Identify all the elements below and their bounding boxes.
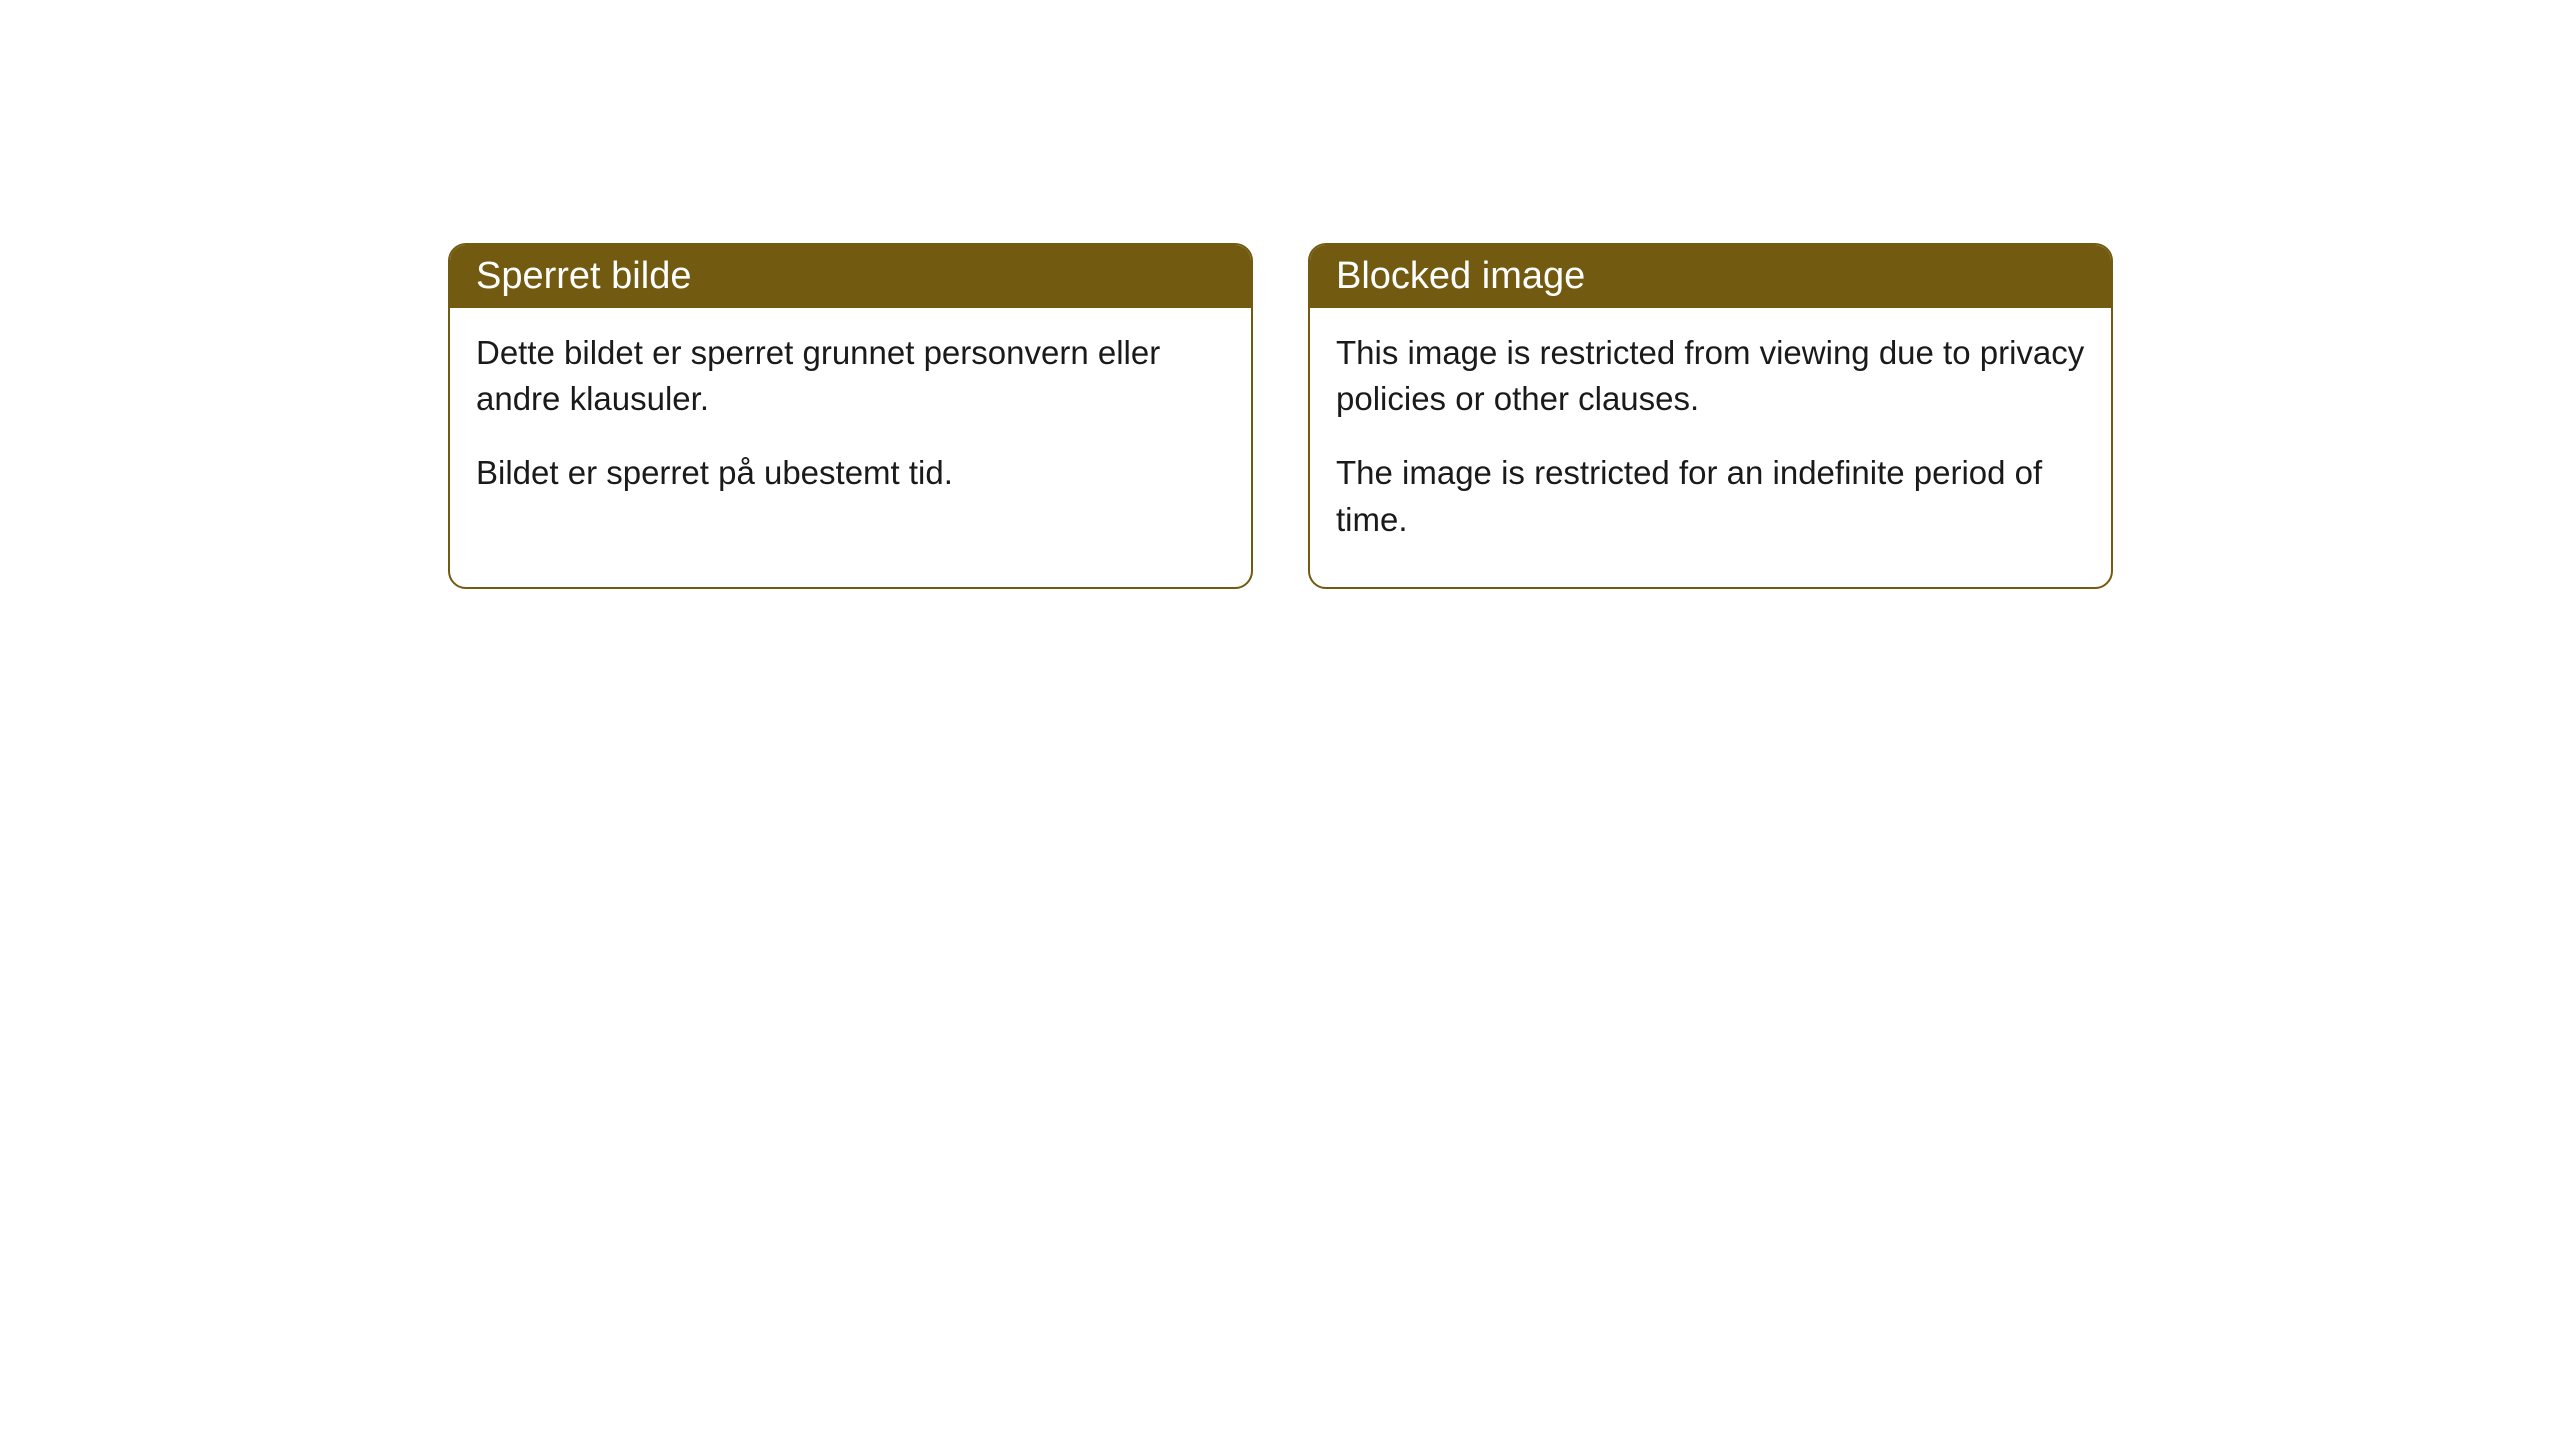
notice-cards-container: Sperret bilde Dette bildet er sperret gr… [448, 243, 2113, 589]
card-body-norwegian: Dette bildet er sperret grunnet personve… [450, 308, 1251, 541]
blocked-image-card-english: Blocked image This image is restricted f… [1308, 243, 2113, 589]
card-header-english: Blocked image [1310, 245, 2111, 308]
card-paragraph: The image is restricted for an indefinit… [1336, 450, 2085, 542]
card-header-norwegian: Sperret bilde [450, 245, 1251, 308]
card-paragraph: This image is restricted from viewing du… [1336, 330, 2085, 422]
card-title: Blocked image [1336, 255, 1585, 297]
card-paragraph: Bildet er sperret på ubestemt tid. [476, 450, 1225, 496]
card-paragraph: Dette bildet er sperret grunnet personve… [476, 330, 1225, 422]
card-body-english: This image is restricted from viewing du… [1310, 308, 2111, 587]
blocked-image-card-norwegian: Sperret bilde Dette bildet er sperret gr… [448, 243, 1253, 589]
card-title: Sperret bilde [476, 255, 691, 297]
